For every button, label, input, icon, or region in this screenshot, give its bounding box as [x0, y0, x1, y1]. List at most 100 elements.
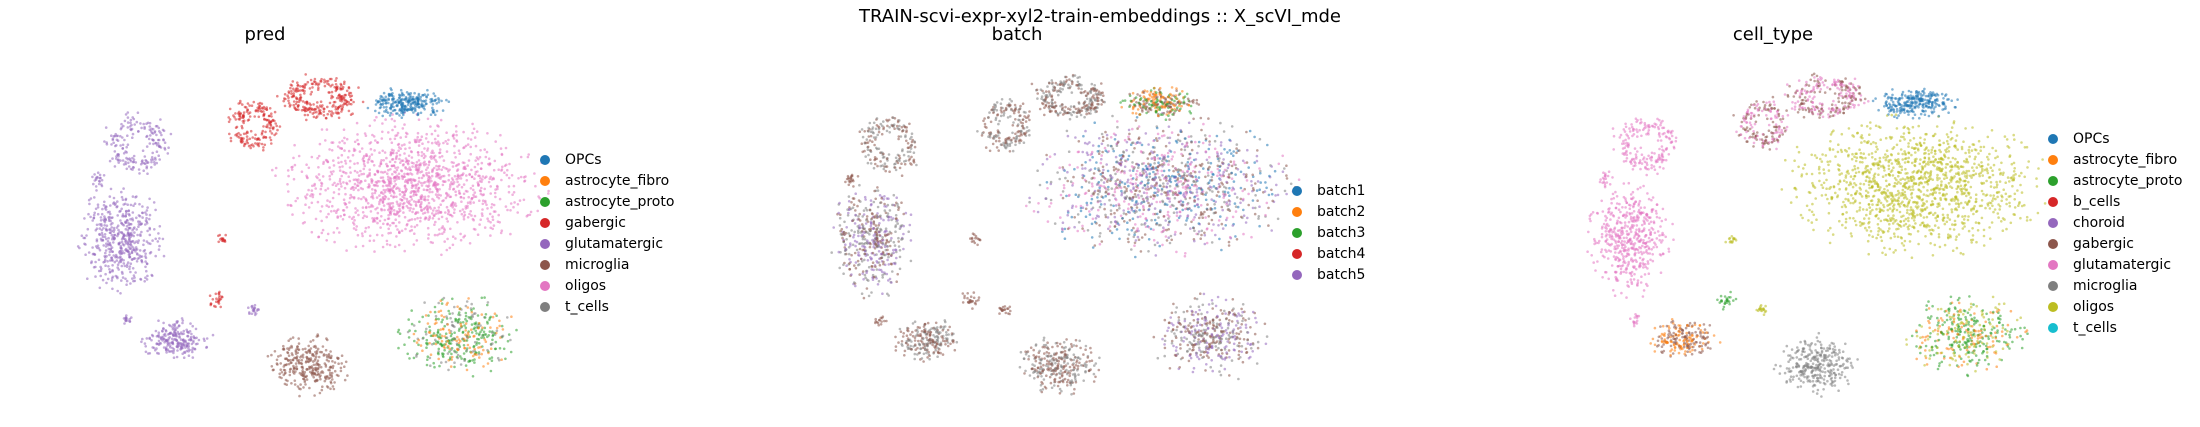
data-point: [383, 194, 387, 198]
data-point: [117, 161, 120, 164]
data-point: [1160, 189, 1164, 192]
data-point: [470, 168, 473, 172]
data-point: [265, 106, 269, 109]
data-point: [1140, 236, 1144, 239]
data-point: [116, 139, 120, 142]
data-point: [404, 147, 407, 151]
data-point: [375, 99, 378, 102]
data-point: [257, 115, 261, 119]
data-point: [1152, 170, 1155, 174]
data-point: [522, 198, 526, 202]
data-point: [435, 160, 438, 164]
data-point: [1267, 206, 1270, 210]
data-point: [131, 136, 134, 139]
data-point: [250, 312, 254, 316]
data-point: [169, 132, 173, 136]
data-point: [1187, 157, 1190, 161]
data-point: [325, 239, 329, 242]
data-point: [235, 125, 239, 129]
data-point: [426, 210, 430, 214]
data-point: [473, 358, 476, 361]
data-point: [1205, 241, 1209, 245]
data-point: [126, 203, 129, 206]
data-point: [1239, 197, 1243, 201]
data-point: [186, 330, 190, 334]
data-point: [1137, 163, 1140, 167]
data-point: [1218, 185, 1222, 188]
data-point: [1156, 132, 1160, 136]
data-point: [346, 156, 350, 159]
data-point: [88, 202, 91, 206]
data-point: [392, 97, 396, 101]
data-point: [392, 149, 395, 152]
data-point: [381, 197, 385, 200]
data-point: [431, 197, 434, 201]
data-point: [1162, 185, 1165, 188]
data-point: [1195, 191, 1199, 194]
data-point: [133, 257, 137, 260]
data-point: [489, 234, 492, 237]
data-point: [338, 169, 342, 172]
data-point: [1090, 150, 1094, 154]
data-point: [178, 336, 181, 339]
data-point: [1164, 235, 1168, 238]
data-point: [320, 182, 324, 186]
data-point: [1168, 220, 1171, 223]
data-point: [192, 336, 196, 340]
data-point: [381, 234, 384, 237]
data-point: [137, 168, 141, 171]
data-point: [319, 187, 323, 191]
data-point: [400, 229, 404, 233]
data-point: [1066, 170, 1069, 174]
data-point: [163, 148, 167, 151]
data-point: [91, 252, 95, 256]
data-point: [326, 187, 330, 190]
data-point: [466, 331, 470, 335]
data-point: [388, 114, 392, 117]
data-point: [455, 133, 458, 137]
data-point: [1135, 169, 1139, 173]
data-point: [407, 154, 411, 158]
data-point: [1138, 172, 1142, 175]
data-point: [499, 133, 502, 137]
data-point: [418, 138, 421, 142]
data-point: [371, 205, 375, 208]
data-point: [1174, 191, 1177, 194]
data-point: [396, 112, 399, 115]
data-point: [330, 210, 333, 213]
data-point: [1136, 202, 1140, 205]
data-point: [408, 166, 411, 169]
data-point: [110, 143, 113, 146]
data-point: [395, 168, 399, 172]
data-point: [321, 104, 324, 107]
data-point: [1194, 175, 1197, 178]
data-point: [117, 261, 121, 264]
data-point: [362, 162, 366, 166]
data-point: [1096, 196, 1099, 199]
data-point: [103, 200, 106, 204]
data-point: [1123, 200, 1126, 203]
data-point: [287, 101, 291, 105]
data-point: [1204, 216, 1207, 219]
data-point: [1049, 180, 1053, 184]
data-point: [454, 156, 457, 159]
data-point: [279, 368, 283, 372]
data-point: [348, 196, 352, 200]
data-point: [362, 154, 366, 158]
data-point: [326, 232, 330, 236]
data-point: [169, 324, 172, 328]
data-point: [1159, 178, 1162, 182]
data-point: [1209, 208, 1212, 211]
data-point: [246, 102, 250, 105]
data-point: [164, 348, 168, 351]
data-point: [480, 313, 484, 316]
data-point: [426, 226, 430, 230]
data-point: [1105, 137, 1109, 140]
data-point: [479, 177, 482, 180]
data-point: [1196, 232, 1200, 236]
data-point: [168, 341, 172, 345]
data-point: [1228, 176, 1231, 179]
data-point: [1118, 237, 1121, 241]
data-point: [1225, 201, 1229, 204]
data-point: [1263, 190, 1267, 193]
